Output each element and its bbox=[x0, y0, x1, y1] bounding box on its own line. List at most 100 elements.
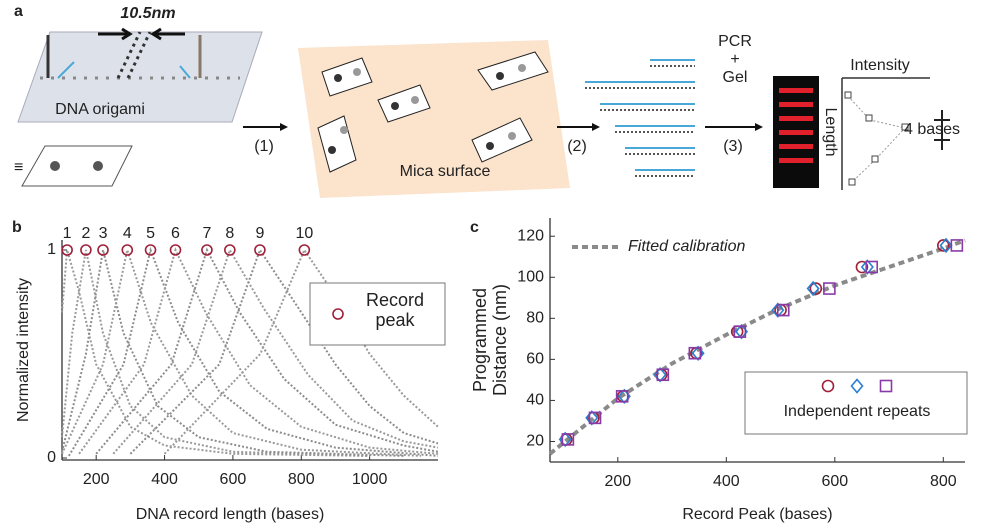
marker bbox=[254, 244, 266, 256]
marker bbox=[776, 303, 790, 317]
marker bbox=[821, 379, 835, 393]
series-line bbox=[78, 247, 439, 455]
track bbox=[126, 31, 152, 79]
step-label: (1) bbox=[254, 138, 274, 155]
series-line bbox=[67, 246, 439, 457]
diagram-a: a 10.5nm DNA origami ≡ (1) Mica surface … bbox=[14, 3, 960, 198]
marker bbox=[937, 239, 950, 252]
marker bbox=[201, 244, 213, 256]
marker bbox=[860, 259, 874, 275]
dot bbox=[50, 161, 60, 171]
x-tick-label: 600 bbox=[220, 471, 247, 488]
x-tick-label: 1000 bbox=[352, 471, 388, 488]
arrowhead bbox=[592, 123, 600, 131]
series-line bbox=[61, 249, 404, 457]
marker bbox=[585, 410, 599, 426]
marker bbox=[224, 244, 236, 256]
y-tick-label: 120 bbox=[517, 227, 544, 244]
length-label: Length bbox=[822, 108, 839, 157]
x-tick-label: 400 bbox=[713, 473, 740, 490]
y-tick-label: 0 bbox=[47, 449, 56, 466]
bases-label: 4 bases bbox=[904, 121, 960, 138]
marker bbox=[558, 431, 572, 448]
x-tick-label: 800 bbox=[288, 471, 315, 488]
marker bbox=[169, 244, 182, 256]
legend-label: Record peak bbox=[365, 290, 425, 330]
marker bbox=[615, 390, 629, 403]
x-tick-label: 600 bbox=[821, 473, 848, 490]
linker bbox=[57, 61, 75, 79]
x-tick-label: 400 bbox=[151, 471, 178, 488]
marker bbox=[332, 308, 344, 320]
y-tick-label: 20 bbox=[526, 433, 544, 450]
arrow bbox=[98, 27, 133, 41]
marker bbox=[561, 433, 575, 446]
origami-tiles bbox=[317, 51, 549, 173]
y-tick-label: 100 bbox=[517, 268, 544, 285]
x-tick-label: 200 bbox=[83, 471, 110, 488]
origami-small bbox=[21, 145, 133, 187]
marker bbox=[771, 302, 785, 318]
mini-points bbox=[844, 91, 909, 186]
peak-number: 4 bbox=[123, 225, 132, 242]
x-tick-label: 200 bbox=[604, 473, 631, 490]
peak-number: 1 bbox=[63, 225, 72, 242]
series-line bbox=[61, 246, 421, 457]
peak-number: 5 bbox=[146, 225, 155, 242]
step-label: (2) bbox=[567, 138, 587, 155]
linker bbox=[179, 65, 191, 79]
series-line bbox=[163, 247, 439, 455]
series-line bbox=[112, 247, 439, 455]
tile-dots bbox=[328, 64, 526, 154]
plus-label: + bbox=[730, 51, 739, 68]
marker bbox=[144, 244, 157, 256]
arrowhead bbox=[280, 123, 288, 131]
origami-label: DNA origami bbox=[55, 101, 145, 118]
equiv: ≡ bbox=[14, 159, 23, 176]
panel-label: b bbox=[12, 219, 22, 236]
mini-curve bbox=[847, 95, 906, 183]
marker bbox=[121, 244, 134, 256]
marker bbox=[855, 260, 869, 274]
marker bbox=[950, 239, 964, 252]
dna-records bbox=[585, 59, 695, 177]
gel-bands bbox=[779, 88, 813, 163]
marker bbox=[809, 282, 823, 295]
x-axis-label: DNA record length (bases) bbox=[136, 506, 325, 523]
y-tick-label: 60 bbox=[526, 351, 544, 368]
y-tick-label: 1 bbox=[47, 241, 56, 258]
marker bbox=[97, 244, 109, 256]
legend-box bbox=[744, 371, 968, 435]
panel-label: a bbox=[14, 3, 23, 20]
series-line bbox=[548, 238, 966, 456]
pcr-label: PCR bbox=[718, 33, 752, 50]
marker bbox=[879, 379, 893, 393]
gel-label: Gel bbox=[723, 69, 748, 86]
marker bbox=[850, 378, 864, 394]
peak-number: 8 bbox=[225, 225, 234, 242]
marker bbox=[865, 260, 878, 274]
series-line bbox=[129, 247, 439, 455]
panel-label: c bbox=[470, 219, 479, 236]
series-line bbox=[95, 247, 439, 455]
marker bbox=[939, 237, 953, 254]
step-label: (3) bbox=[723, 138, 743, 155]
legend-label: Fitted calibration bbox=[628, 238, 745, 255]
series-line bbox=[61, 249, 370, 457]
marker bbox=[656, 368, 670, 382]
mini-axes bbox=[841, 77, 930, 190]
peak-number: 9 bbox=[255, 225, 264, 242]
marker bbox=[691, 345, 705, 361]
marker bbox=[733, 325, 747, 338]
marker bbox=[588, 411, 602, 425]
marker bbox=[806, 280, 820, 297]
track bbox=[116, 31, 142, 79]
bases-bar bbox=[934, 110, 950, 150]
legend-label: Independent repeats bbox=[784, 403, 931, 420]
marker bbox=[688, 346, 702, 360]
y-tick-label: 40 bbox=[526, 392, 544, 409]
x-tick-label: 800 bbox=[930, 473, 957, 490]
intensity-label: Intensity bbox=[850, 57, 910, 74]
